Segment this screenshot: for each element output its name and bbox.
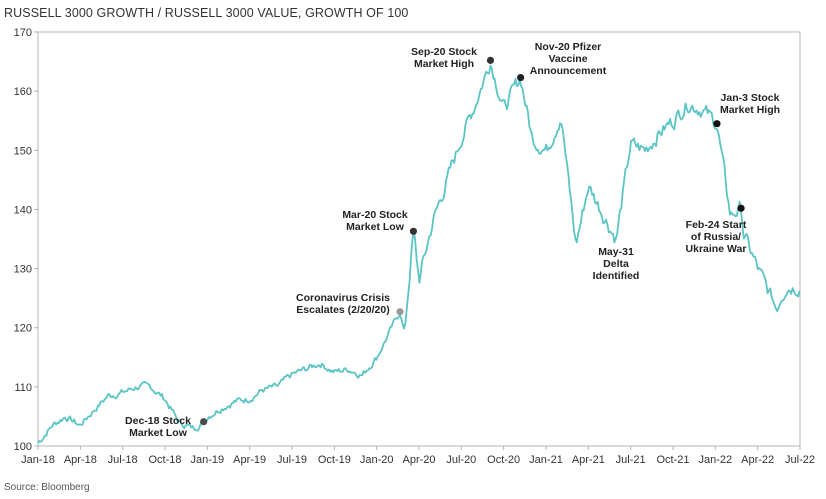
event-marker-dot [517, 73, 525, 82]
chart-axes: 100 110 120 130 140 150 160 170 Jan-18 Apr-18 Jul-… [14, 27, 815, 466]
series-line [37, 64, 801, 444]
x-tick-label: Oct-18 [148, 454, 181, 466]
annotation-line: Jan-3 Stock [721, 92, 780, 104]
y-tick-label: 120 [14, 323, 32, 335]
annotation-line: May-31 [598, 246, 634, 258]
x-tick-label: Apr-22 [741, 454, 774, 466]
event-annotation-label: Feb-24 Start of Russia/Ukraine War [686, 219, 747, 255]
x-tick-label: Jan-18 [21, 454, 55, 466]
annotation-line: Dec-18 Stock [125, 415, 191, 427]
x-tick-label: Jul-21 [616, 454, 646, 466]
annotation-line: Sep-20 Stock [411, 46, 477, 58]
event-marker-dot [737, 204, 745, 212]
x-tick-label: Jan-19 [191, 454, 225, 466]
annotation-line: Coronavirus Crisis [296, 292, 390, 304]
event-annotation-label: Jan-3 Stock Market High [720, 92, 780, 116]
annotation-line: of Russia/ [691, 231, 741, 243]
x-tick-label: Jan-20 [360, 454, 394, 466]
plot-frame [37, 31, 801, 447]
series-line-layer [37, 64, 801, 444]
x-tick-label: Apr-21 [572, 454, 605, 466]
x-tick-label: Oct-20 [487, 454, 520, 466]
event-annotation-label: Coronavirus Crisis Escalates (2/20/20) [296, 292, 390, 316]
annotation-line: Market Low [346, 221, 405, 233]
event-marker-dot [486, 56, 495, 64]
x-tick-label: Jan-21 [529, 454, 563, 466]
event-marker-dot [409, 227, 418, 235]
event-marker-dot [713, 120, 721, 128]
x-tick-label: Jul-20 [446, 454, 476, 466]
event-annotation-label: Mar-20 Stock Market Low [342, 209, 408, 233]
annotation-line: Identified [593, 270, 640, 282]
x-tick-label: Apr-20 [402, 454, 435, 466]
event-annotation-label: Sep-20 Stock Market High [411, 46, 477, 70]
event-marker-dot [396, 308, 404, 316]
annotation-line: Ukraine War [686, 243, 747, 255]
x-tick-label: Jan-22 [699, 454, 733, 466]
annotation-line: Vaccine [548, 53, 587, 65]
event-marker-dot [200, 418, 208, 426]
x-tick-label: Oct-21 [656, 454, 689, 466]
event-annotation-label: May-31 Delta Identified [593, 246, 640, 282]
x-tick-label: Oct-19 [318, 454, 351, 466]
y-tick-label: 130 [14, 264, 32, 276]
annotation-line: Market Low [129, 427, 188, 439]
event-annotation-label: Nov-20 Pfizer Vaccine Announcement [530, 41, 607, 77]
y-tick-label: 110 [14, 382, 32, 394]
annotation-line: Feb-24 Start [686, 219, 747, 231]
y-tick-label: 170 [14, 27, 32, 39]
source-note: Source: Bloomberg [4, 482, 90, 493]
y-tick-label: 160 [14, 86, 32, 98]
x-tick-label: Jul-22 [785, 454, 815, 466]
annotation-line: Mar-20 Stock [342, 209, 408, 221]
x-tick-label: Apr-19 [233, 454, 266, 466]
x-tick-label: Jul-18 [108, 454, 138, 466]
chart-title: RUSSELL 3000 GROWTH / RUSSELL 3000 VALUE… [4, 6, 409, 20]
event-annotation-label: Dec-18 Stock Market Low [125, 415, 191, 439]
annotation-line: Market High [720, 104, 780, 116]
annotation-line: Market High [414, 58, 474, 70]
y-tick-label: 140 [14, 204, 32, 216]
y-tick-label: 150 [14, 145, 32, 157]
annotation-line: Announcement [530, 65, 607, 77]
annotation-line: Nov-20 Pfizer [535, 41, 602, 53]
x-tick-label: Jul-19 [277, 454, 307, 466]
y-tick-label: 100 [14, 441, 32, 453]
x-tick-label: Apr-18 [64, 454, 97, 466]
annotation-line: Delta [603, 258, 629, 270]
annotation-line: Escalates (2/20/20) [296, 304, 389, 316]
